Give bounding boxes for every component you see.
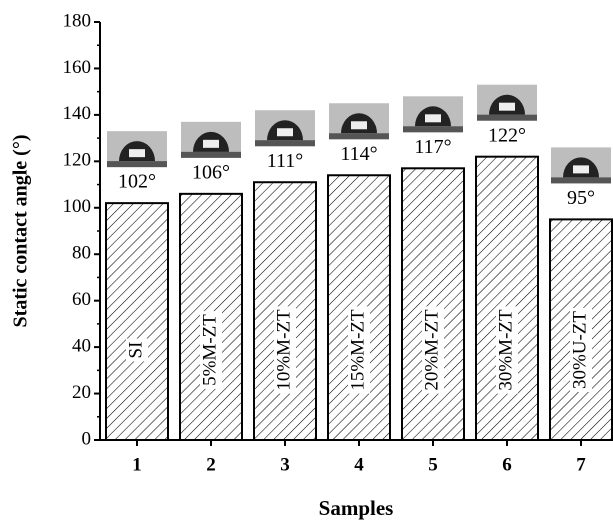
x-tick-label: 4 — [354, 454, 364, 475]
bar-label: 5%M-ZT — [199, 314, 220, 386]
value-label: 95° — [567, 187, 595, 209]
bar-label-group: 30%U-ZT — [569, 307, 592, 393]
value-label: 102° — [118, 171, 156, 193]
bar-label: 15%M-ZT — [347, 309, 368, 391]
bar — [253, 181, 317, 441]
value-label: 114° — [340, 143, 377, 165]
bar — [401, 167, 465, 442]
bar-label-bg — [422, 306, 444, 394]
bar-label-bg — [200, 311, 222, 389]
droplet-shine — [277, 128, 293, 137]
droplet-shine — [203, 139, 219, 148]
droplet-base — [329, 133, 389, 140]
y-tick-label: 60 — [72, 289, 91, 310]
y-tick-label: 100 — [63, 196, 92, 217]
bar — [105, 202, 169, 441]
bar-label-bg — [126, 338, 148, 362]
y-tick-label: 140 — [63, 103, 92, 124]
x-tick-label: 2 — [206, 454, 216, 475]
bar-label-group: 10%M-ZT — [273, 306, 296, 394]
bar-label: 30%U-ZT — [569, 311, 590, 389]
bar-label: 10%M-ZT — [273, 309, 294, 391]
x-tick-label: 1 — [132, 454, 142, 475]
droplet-base — [255, 140, 315, 147]
y-tick-label: 0 — [82, 428, 92, 449]
droplet-shine — [573, 165, 589, 174]
bar-label-bg — [348, 306, 370, 394]
droplet-base — [551, 177, 611, 184]
bar-label: 20%M-ZT — [421, 309, 442, 391]
droplet-shine — [425, 114, 441, 123]
bar-label: 30%M-ZT — [495, 309, 516, 391]
bar-label-group: 5%M-ZT — [199, 311, 222, 389]
bar-label-group: SI — [125, 338, 148, 362]
x-tick-label: 3 — [280, 454, 290, 475]
value-label: 106° — [192, 161, 230, 183]
droplet-base — [403, 126, 463, 133]
droplet-base — [107, 161, 167, 168]
y-tick-label: 20 — [72, 382, 91, 403]
value-label: 117° — [414, 136, 451, 158]
bar — [475, 155, 539, 441]
x-tick-label: 5 — [428, 454, 438, 475]
y-tick-label: 120 — [63, 150, 92, 171]
droplet-base — [477, 114, 537, 121]
x-tick-label: 6 — [502, 454, 512, 475]
droplet-base — [181, 151, 241, 158]
value-label: 122° — [488, 124, 526, 146]
y-tick-label: 80 — [72, 243, 91, 264]
y-tick-label: 180 — [63, 10, 92, 31]
bar-label-group: 30%M-ZT — [495, 306, 518, 394]
bar-label-bg — [570, 307, 592, 393]
droplet-shine — [351, 121, 367, 130]
droplet-shine — [129, 149, 145, 158]
bar-label-bg — [274, 306, 296, 394]
droplet-shine — [499, 102, 515, 111]
bar-label: SI — [125, 342, 146, 359]
y-tick-label: 40 — [72, 335, 91, 356]
bar-label-group: 15%M-ZT — [347, 306, 370, 394]
y-tick-label: 160 — [63, 57, 92, 78]
bar-label-bg — [496, 306, 518, 394]
value-label: 111° — [267, 150, 304, 172]
x-tick-label: 7 — [576, 454, 586, 475]
bar-label-group: 20%M-ZT — [421, 306, 444, 394]
x-axis-label: Samples — [319, 496, 394, 520]
y-axis-label: Static contact angle (°) — [10, 135, 32, 328]
